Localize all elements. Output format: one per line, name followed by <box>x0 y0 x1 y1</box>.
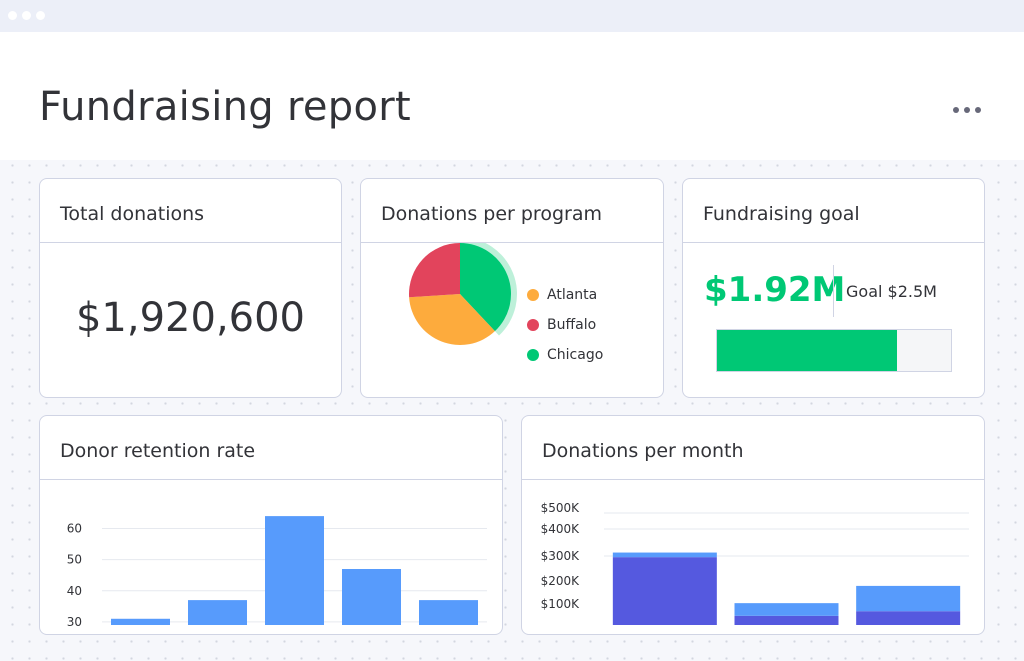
goal-label: Goal $2.5M <box>846 282 937 301</box>
fundraising-goal-card[interactable]: Fundraising goal $1.92M Goal $2.5M <box>682 178 985 398</box>
pie-slice-buffalo[interactable] <box>409 243 460 298</box>
divider <box>40 479 502 480</box>
total-donations-value: $1,920,600 <box>75 295 306 341</box>
donor-retention-card[interactable]: Donor retention rate 30 40 50 60 <box>39 415 503 635</box>
retention-bar[interactable] <box>111 618 170 625</box>
divider <box>522 479 984 480</box>
y-tick-label: 50 <box>67 553 82 567</box>
stacked-bar-segment[interactable] <box>612 552 717 558</box>
pie-slice-atlanta[interactable] <box>409 294 495 345</box>
legend-label: Buffalo <box>547 317 597 333</box>
window-bar <box>0 0 1024 32</box>
card-title: Donations per program <box>381 203 602 225</box>
legend-swatch <box>527 289 539 301</box>
window-dot-icon[interactable] <box>8 11 17 20</box>
raised-amount: $1.92M <box>704 270 846 310</box>
card-title: Total donations <box>60 203 205 225</box>
legend-item: Chicago <box>527 340 603 370</box>
y-tick-label: $200K <box>541 574 581 588</box>
donations-per-program-card[interactable]: Donations per program Atlanta Buffalo Ch… <box>360 178 664 398</box>
legend-swatch <box>527 319 539 331</box>
retention-bar[interactable] <box>188 600 247 625</box>
stacked-bar-segment[interactable] <box>612 557 717 625</box>
pie-legend: Atlanta Buffalo Chicago <box>527 280 603 370</box>
pie-slice-chicago[interactable] <box>460 243 511 332</box>
legend-label: Chicago <box>547 347 604 363</box>
window-controls <box>8 11 45 20</box>
y-tick-label: 40 <box>67 584 82 598</box>
total-donations-card[interactable]: Total donations $1,920,600 <box>39 178 342 398</box>
card-title: Fundraising goal <box>703 203 860 225</box>
page-header: Fundraising report <box>0 32 1024 160</box>
retention-bar[interactable] <box>342 569 401 625</box>
divider <box>683 242 984 243</box>
goal-progress-fill <box>717 330 898 371</box>
monthly-stacked-bar-chart: $100K $200K $300K $400K $500K <box>541 501 969 625</box>
divider <box>40 242 341 243</box>
retention-bar-chart: 30 40 50 60 <box>67 516 487 629</box>
legend-item: Buffalo <box>527 310 603 340</box>
window-dot-icon[interactable] <box>36 11 45 20</box>
y-tick-label: $500K <box>541 501 581 515</box>
card-title: Donations per month <box>542 440 744 462</box>
page-title: Fundraising report <box>39 84 411 130</box>
y-tick-label: $100K <box>541 597 581 611</box>
stacked-bar-segment[interactable] <box>734 615 839 625</box>
goal-progress-bar <box>716 329 952 372</box>
donations-pie-chart <box>409 243 517 345</box>
y-tick-label: 60 <box>67 522 82 536</box>
window-dot-icon[interactable] <box>22 11 31 20</box>
stacked-bar-segment[interactable] <box>856 585 961 612</box>
legend-label: Atlanta <box>547 287 598 303</box>
donations-per-month-card[interactable]: Donations per month $100K $200K $300K $400K… <box>521 415 985 635</box>
vertical-divider <box>833 265 834 317</box>
legend-swatch <box>527 349 539 361</box>
more-horizontal-icon[interactable] <box>950 103 984 117</box>
y-tick-label: 30 <box>67 615 82 629</box>
divider <box>361 242 663 243</box>
stacked-bar-segment[interactable] <box>856 611 961 625</box>
retention-bar[interactable] <box>265 516 324 625</box>
y-tick-label: $300K <box>541 549 581 563</box>
card-title: Donor retention rate <box>60 440 256 462</box>
legend-item: Atlanta <box>527 280 603 310</box>
stacked-bar-segment[interactable] <box>734 603 839 616</box>
retention-bar[interactable] <box>419 600 478 625</box>
y-tick-label: $400K <box>541 522 581 536</box>
